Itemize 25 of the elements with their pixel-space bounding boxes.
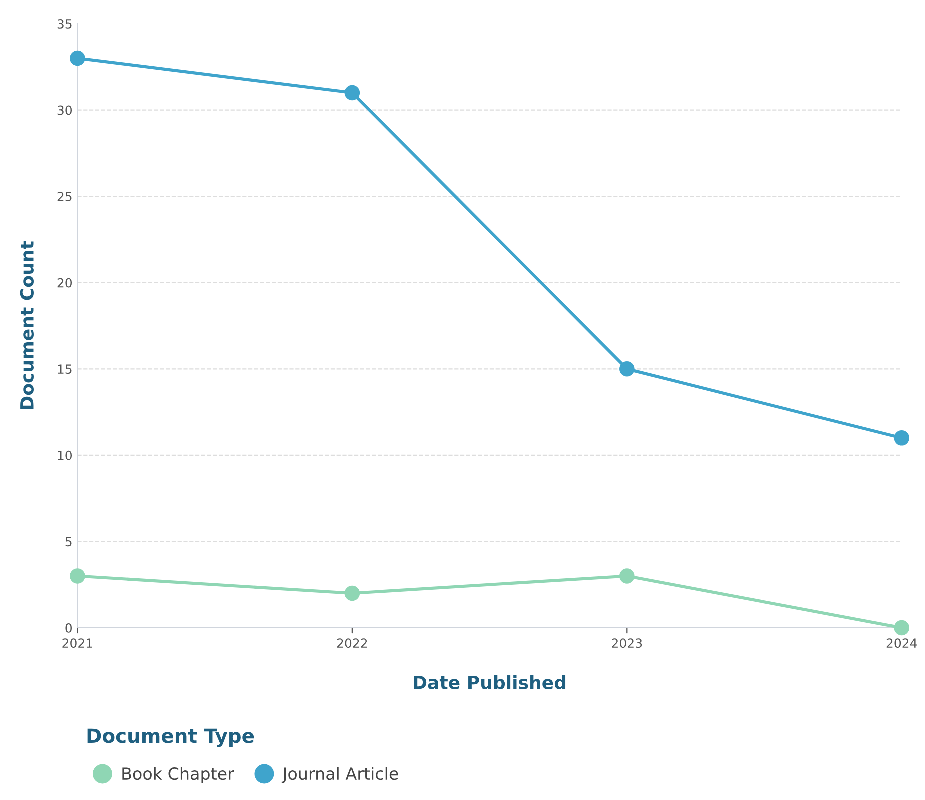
point [70, 568, 86, 584]
legend-title: Document Type [88, 728, 254, 748]
point [344, 85, 360, 101]
point [894, 620, 910, 636]
legend-label: Journal Article [282, 767, 398, 784]
point [620, 568, 635, 584]
y-tick-label: 25 [58, 192, 72, 202]
y-axis-title: Document Count [20, 242, 34, 410]
y-tick-label: 0 [66, 623, 72, 633]
x-tick-label: 2023 [612, 638, 642, 648]
point [620, 362, 635, 377]
x-tick-label: 2022 [337, 638, 368, 648]
point [70, 50, 86, 66]
y-tick-label: 10 [58, 450, 72, 460]
y-tick-label: 5 [66, 537, 72, 547]
y-tick-label: 30 [58, 106, 72, 116]
x-tick-label: 2021 [62, 638, 92, 648]
point [894, 430, 910, 446]
x-axis-title: Date Published [414, 676, 566, 690]
y-tick-label: 15 [58, 364, 72, 374]
y-tick-label: 35 [58, 19, 72, 29]
point [344, 586, 360, 602]
legend-label: Book Chapter [122, 767, 234, 784]
y-tick-label: 20 [58, 278, 72, 288]
x-tick-label: 2024 [886, 638, 918, 648]
